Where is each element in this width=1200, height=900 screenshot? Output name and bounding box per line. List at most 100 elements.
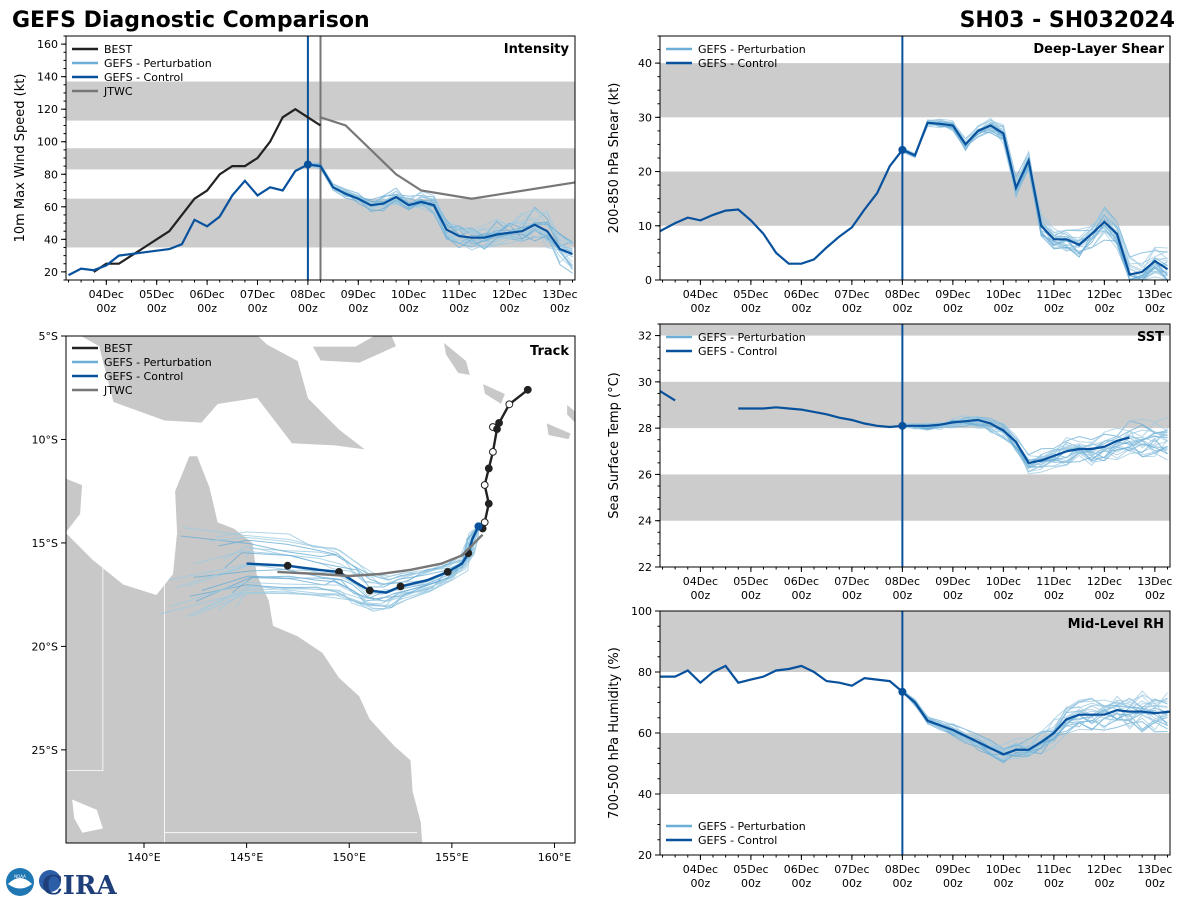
- map-frame: [65, 335, 576, 844]
- track-position-marker: [283, 561, 292, 570]
- lat-tick-label: 15°S: [32, 537, 58, 550]
- legend-label: GEFS - Perturbation: [698, 43, 806, 56]
- x-tick-label-line: 09Dec: [935, 288, 970, 301]
- y-tick-label: 80: [638, 666, 652, 679]
- climatology-band: [660, 381, 1170, 429]
- analysis-point: [303, 160, 312, 169]
- x-tick-label: 13Dec 00z: [1137, 288, 1172, 315]
- x-tick-label-line: 11Dec: [1036, 863, 1071, 876]
- x-tick-label: 05Dec 00z: [733, 863, 768, 890]
- panel-title: Deep-Layer Shear: [1033, 42, 1164, 57]
- x-tick-label: 05Dec 00z: [733, 288, 768, 315]
- x-tick-label-line: 05Dec: [733, 288, 768, 301]
- x-tick-label-line: 07Dec: [834, 863, 869, 876]
- x-tick-label-line: 08Dec: [290, 288, 325, 301]
- x-tick-label-line: 00z: [1145, 589, 1165, 602]
- series-line-gefs-control: [659, 121, 1169, 276]
- x-tick-label: 11Dec 00z: [1036, 863, 1071, 890]
- x-tick-label-line: 00z: [550, 302, 570, 315]
- perturbation-track-line: [170, 526, 479, 608]
- x-tick-label: 09Dec 00z: [341, 288, 376, 315]
- x-tick-label-line: 11Dec: [1036, 575, 1071, 588]
- x-tick-label: 07Dec 00z: [834, 575, 869, 602]
- noaa-logo-wave: [8, 878, 32, 889]
- x-tick-label: 04Dec 00z: [683, 288, 718, 315]
- track-position-marker: [443, 568, 452, 576]
- x-tick-label-line: 10Dec: [986, 288, 1021, 301]
- x-tick-label-line: 00z: [348, 302, 368, 315]
- x-tick-label-line: 00z: [500, 302, 520, 315]
- x-tick-label-line: 09Dec: [935, 863, 970, 876]
- y-tick-label: 20: [638, 849, 652, 862]
- x-tick-label-line: 00z: [993, 589, 1013, 602]
- x-tick-label-line: 05Dec: [733, 575, 768, 588]
- x-tick-label: 08Dec 00z: [290, 288, 325, 315]
- panel-title: SST: [1137, 330, 1164, 345]
- logo-area: NOAA CIRA: [6, 868, 117, 900]
- panel-title: Intensity: [504, 42, 570, 57]
- axes-frame: [659, 323, 1171, 568]
- y-tick-label: 40: [638, 788, 652, 801]
- y-tick-label: 20: [44, 266, 58, 279]
- y-tick-label: 60: [44, 201, 58, 214]
- australia-land: [66, 455, 423, 843]
- x-tick-label: 07Dec 00z: [834, 863, 869, 890]
- series-line-best: [93, 107, 322, 273]
- x-tick-label-line: 00z: [892, 589, 912, 602]
- lat-tick-label: 25°S: [32, 744, 58, 757]
- x-tick-label: 12Dec 00z: [1087, 863, 1122, 890]
- legend-label: GEFS - Control: [698, 345, 777, 358]
- y-tick-label: 160: [37, 38, 58, 51]
- x-tick-label-line: 10Dec: [986, 575, 1021, 588]
- x-tick-label-line: 00z: [993, 302, 1013, 315]
- x-tick-label: 09Dec 00z: [935, 863, 970, 890]
- climatology-band: [660, 611, 1170, 672]
- x-tick-label: 07Dec 00z: [834, 288, 869, 315]
- track-position-marker: [484, 499, 493, 508]
- x-tick-label-line: 00z: [741, 302, 761, 315]
- legend-label: GEFS - Control: [104, 370, 183, 383]
- x-tick-label: 09Dec 00z: [935, 575, 970, 602]
- analysis-point: [898, 145, 907, 154]
- y-tick-label: 26: [638, 468, 652, 481]
- y-tick-label: 32: [638, 330, 652, 343]
- x-tick-label-line: 04Dec: [89, 288, 124, 301]
- x-tick-label-line: 07Dec: [834, 575, 869, 588]
- perturbation-track-line: [215, 526, 479, 577]
- x-tick-label: 12Dec 00z: [1087, 575, 1122, 602]
- x-tick-label: 05Dec 00z: [139, 288, 174, 315]
- x-tick-label: 13Dec 00z: [1137, 575, 1172, 602]
- x-tick-label: 06Dec 00z: [784, 863, 819, 890]
- x-tick-label-line: 07Dec: [240, 288, 275, 301]
- x-tick-label: 07Dec 00z: [240, 288, 275, 315]
- x-tick-label: 11Dec 00z: [441, 288, 476, 315]
- perturbation-track-line: [195, 526, 479, 603]
- perturbation-member-line: [902, 122, 1168, 281]
- x-tick-label-line: 00z: [1094, 877, 1114, 890]
- lon-tick-label: 145°E: [230, 851, 263, 864]
- x-tick-label-line: 12Dec: [1087, 575, 1122, 588]
- x-tick-label-line: 09Dec: [341, 288, 376, 301]
- x-tick-label: 10Dec 00z: [391, 288, 426, 315]
- climatology-band: [660, 63, 1170, 118]
- track-panel: 140°E 145°E 150°E 155°E 160°E 5°S 10°S 15°S 20°S…: [32, 330, 576, 864]
- y-tick-label: 100: [631, 605, 652, 618]
- track-position-marker: [489, 447, 497, 456]
- x-tick-label: 08Dec 00z: [885, 863, 920, 890]
- lon-tick-label: 160°E: [538, 851, 571, 864]
- series-line-gefs-control: [67, 163, 573, 277]
- x-tick-label-line: 00z: [691, 589, 711, 602]
- x-tick-label: 11Dec 00z: [1036, 288, 1071, 315]
- x-tick-label-line: 10Dec: [986, 863, 1021, 876]
- x-tick-label-line: 11Dec: [1036, 288, 1071, 301]
- y-tick-label: 40: [638, 57, 652, 70]
- x-tick-label-line: 04Dec: [683, 288, 718, 301]
- guadalcanal-land: [545, 422, 572, 440]
- cira-globe-icon: [39, 870, 61, 892]
- x-tick-label-line: 00z: [1044, 589, 1064, 602]
- x-tick-label-line: 08Dec: [885, 575, 920, 588]
- x-tick-label-line: 00z: [197, 302, 217, 315]
- x-tick-label-line: 00z: [96, 302, 116, 315]
- x-tick-label-line: 00z: [248, 302, 268, 315]
